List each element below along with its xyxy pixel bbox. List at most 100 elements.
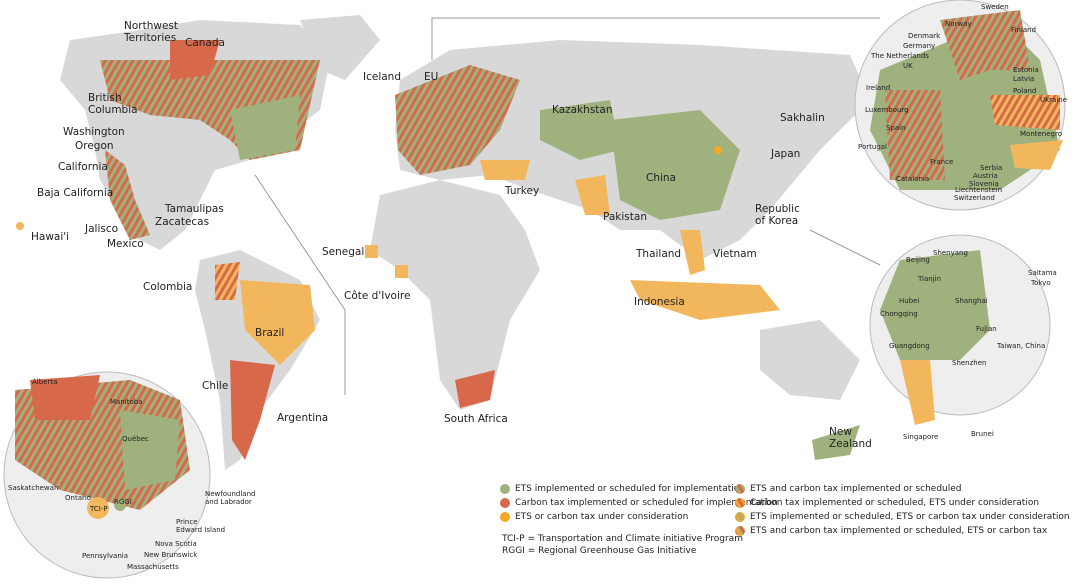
legend-label: Carbon tax implemented or scheduled, ETS… — [750, 498, 1040, 508]
label-beijing: Beijing — [906, 256, 930, 264]
label-vietnam: Vietnam — [713, 248, 757, 260]
label-rggi: RGGI — [114, 498, 132, 506]
label-republic-of-korea: Republic of Korea — [755, 203, 800, 227]
label-tci-p: TCI-P — [90, 505, 108, 513]
label-south-africa: South Africa — [444, 413, 508, 425]
label-ukraine: Ukraine — [1040, 96, 1068, 104]
label-manitoba: Manitoba — [110, 398, 143, 406]
label-ireland: Ireland — [866, 84, 891, 92]
label-hawaii: Hawai'i — [31, 231, 70, 243]
label-chongqing: Chongqing — [880, 310, 918, 318]
label-mexico: Mexico — [107, 238, 144, 250]
legend-swatch — [500, 512, 510, 522]
label-eu: EU — [424, 71, 439, 83]
legend-item-all: ETS and carbon tax implemented or schedu… — [735, 526, 1047, 536]
label-kazakhstan: Kazakhstan — [552, 104, 613, 116]
label-oregon: Oregon — [75, 140, 114, 152]
label-quebec: Québec — [122, 435, 149, 443]
label-indonesia: Indonesia — [634, 296, 685, 308]
label-jalisco: Jalisco — [85, 223, 119, 235]
label-slovenia: Slovenia — [969, 180, 999, 188]
legend-label: ETS or carbon tax under consideration — [515, 512, 689, 522]
label-austria: Austria — [973, 172, 998, 180]
label-california: California — [58, 161, 108, 173]
africa — [370, 180, 540, 410]
label-china: China — [646, 172, 676, 184]
label-brunei: Brunei — [971, 430, 994, 438]
label-poland: Poland — [1013, 87, 1037, 95]
legend-item-carbon-tax: Carbon tax implemented or scheduled for … — [500, 498, 778, 508]
label-tamaulipas: Tamaulipas — [165, 203, 224, 215]
label-thailand: Thailand — [636, 248, 682, 260]
label-alberta: Alberta — [32, 378, 58, 386]
label-iceland: Iceland — [363, 71, 402, 83]
label-nova-scotia: Nova Scotia — [155, 540, 197, 548]
label-france: France — [930, 158, 954, 166]
label-serbia: Serbia — [980, 164, 1003, 172]
note-rggi: RGGI = Regional Greenhouse Gas Initiativ… — [502, 546, 697, 556]
legend-item-tax-ets-consideration: Carbon tax implemented or scheduled, ETS… — [735, 498, 1039, 508]
legend-swatch — [735, 526, 745, 536]
label-massachusetts: Massachusetts — [127, 563, 179, 571]
label-british-columbia: British Columbia — [88, 92, 138, 116]
label-turkey: Turkey — [505, 185, 540, 197]
label-pennsylvania: Pennsylvania — [82, 552, 128, 560]
label-sweden: Sweden — [981, 3, 1009, 11]
label-colombia: Colombia — [143, 281, 193, 293]
legend-label: Carbon tax implemented or scheduled for … — [515, 498, 778, 508]
legend-item-ets: ETS implemented or scheduled for impleme… — [500, 484, 745, 494]
label-tokyo: Tokyo — [1031, 279, 1051, 287]
label-guangdong: Guangdong — [889, 342, 930, 350]
label-switzerland: Switzerland — [954, 194, 995, 202]
label-washington: Washington — [63, 126, 125, 138]
label-baja-california: Baja California — [37, 187, 114, 199]
label-japan: Japan — [771, 148, 801, 160]
australia — [760, 320, 860, 400]
label-finland: Finland — [1011, 26, 1037, 34]
legend-swatch — [500, 484, 510, 494]
label-sakhalin: Sakhalin — [780, 112, 825, 124]
label-brazil: Brazil — [255, 327, 285, 339]
legend-label: ETS and carbon tax implemented or schedu… — [750, 484, 962, 494]
label-catalonia: Catalonia — [896, 175, 930, 183]
label-shenyang: Shenyang — [933, 249, 968, 257]
legend-label: ETS implemented or scheduled for impleme… — [515, 484, 745, 494]
legend-swatch — [735, 484, 745, 494]
label-argentina: Argentina — [277, 412, 329, 424]
legend-swatch — [735, 512, 745, 522]
label-chile: Chile — [202, 380, 229, 392]
label-cote-divoire: Côte d'Ivoire — [344, 290, 411, 302]
greenland — [300, 15, 380, 80]
label-denmark: Denmark — [908, 32, 941, 40]
label-canada: Canada — [185, 37, 225, 49]
label-ontario: Ontario — [65, 494, 92, 502]
label-uk: UK — [903, 62, 913, 70]
label-shanghai: Shanghai — [955, 297, 988, 305]
label-new-zealand: New Zealand — [829, 426, 872, 450]
label-spain: Spain — [886, 124, 906, 132]
legend-label: ETS and carbon tax implemented or schedu… — [750, 526, 1048, 536]
note-tci-p: TCI-P = Transportation and Climate initi… — [502, 534, 743, 544]
label-taiwan-china: Taiwan, China — [997, 342, 1046, 350]
label-saitama: Saitama — [1028, 269, 1057, 277]
label-liechtenstein: Liechtenstein — [955, 186, 1003, 194]
label-saskatchewan: Saskatchewan — [8, 484, 59, 492]
legend-label: ETS implemented or scheduled, ETS or car… — [750, 512, 1070, 522]
legend-item-consideration: ETS or carbon tax under consideration — [500, 512, 688, 522]
label-germany: Germany — [903, 42, 936, 50]
label-luxembourg: Luxembourg — [865, 106, 909, 114]
label-montenegro: Montenegro — [1020, 130, 1063, 138]
label-senegal: Senegal — [322, 246, 365, 258]
legend-swatch — [500, 498, 510, 508]
label-shenzhen: Shenzhen — [952, 359, 987, 367]
label-hubei: Hubei — [899, 297, 920, 305]
label-pakistan: Pakistan — [603, 211, 647, 223]
label-newfoundland-labrador: Newfoundland and Labrador — [205, 490, 256, 506]
label-new-brunswick: New Brunswick — [144, 551, 198, 559]
label-prince-edward-island: Prince Edward Island — [176, 518, 226, 534]
label-norway: Norway — [945, 20, 972, 28]
label-tianjin: Tianjin — [918, 275, 942, 283]
legend-item-ets-consideration: ETS implemented or scheduled, ETS or car… — [735, 512, 1070, 522]
